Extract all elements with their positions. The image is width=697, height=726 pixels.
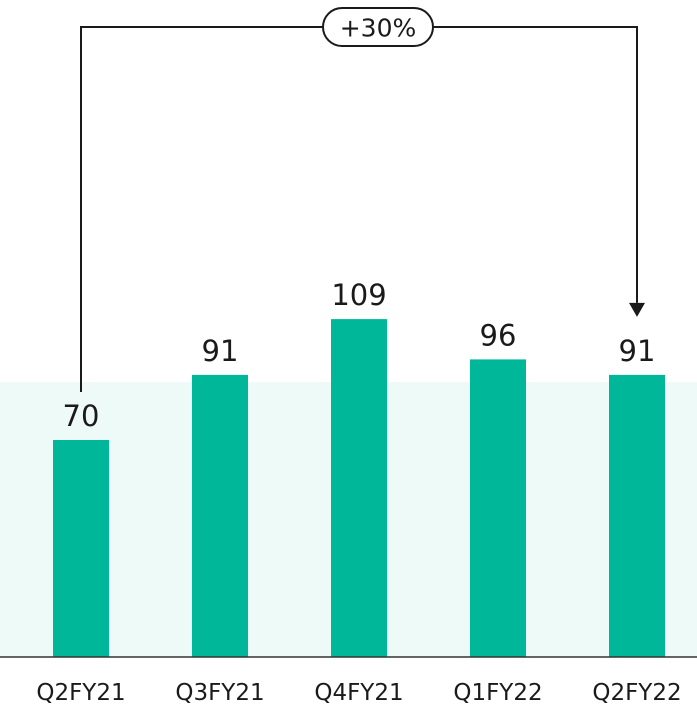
growth-badge-label: +30% (340, 14, 417, 43)
growth-annotation: +30% (80, 7, 645, 392)
value-label-q3fy21: 91 (202, 334, 239, 368)
value-labels-group: 70 91 109 96 91 (63, 278, 656, 433)
bars-group (53, 319, 665, 657)
bar-q1fy22 (470, 359, 526, 657)
value-label-q2fy22: 91 (619, 334, 656, 368)
category-label-q2fy22: Q2FY22 (592, 680, 681, 706)
category-labels-group: Q2FY21 Q3FY21 Q4FY21 Q1FY22 Q2FY22 (36, 680, 681, 706)
value-label-q1fy22: 96 (480, 318, 517, 352)
category-label-q2fy21: Q2FY21 (36, 680, 125, 706)
value-label-q2fy21: 70 (63, 399, 100, 433)
value-label-q4fy21: 109 (331, 278, 386, 312)
bar-q3fy21 (192, 374, 248, 657)
category-label-q3fy21: Q3FY21 (175, 680, 264, 706)
bar-q4fy21 (331, 319, 387, 657)
category-label-q4fy21: Q4FY21 (314, 680, 403, 706)
growth-arrowhead (629, 302, 645, 317)
bar-q2fy21 (53, 440, 109, 657)
category-label-q1fy22: Q1FY22 (453, 680, 542, 706)
bar-q2fy22 (609, 374, 665, 657)
growth-badge (322, 7, 434, 47)
